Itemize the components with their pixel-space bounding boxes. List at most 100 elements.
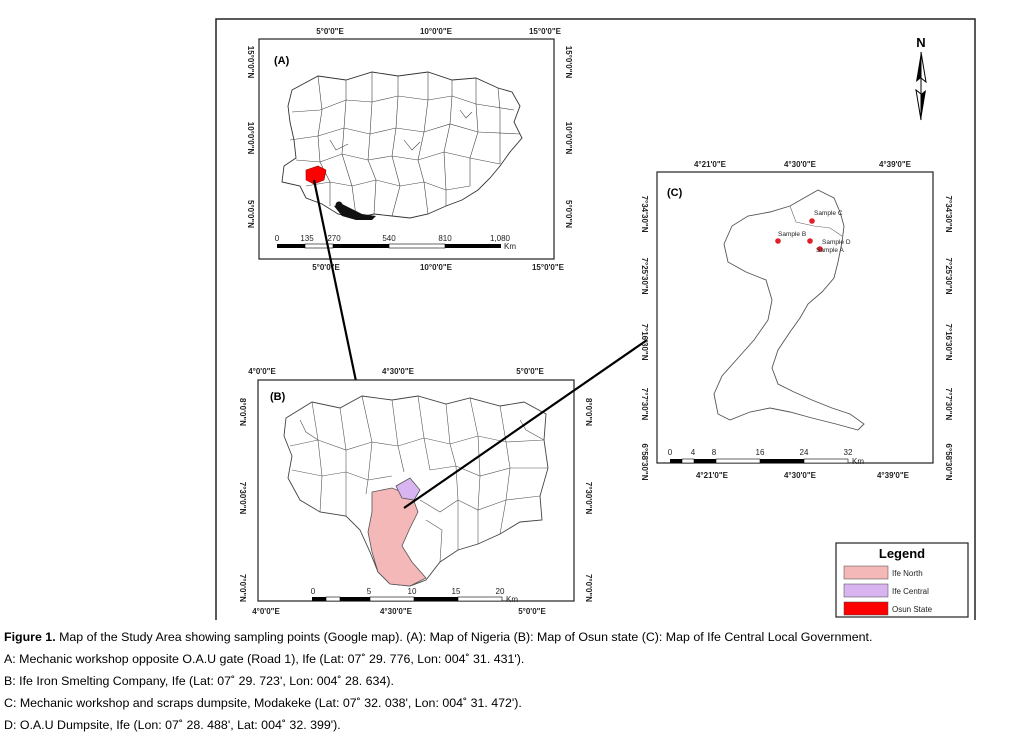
sample-label: Sample B (778, 231, 806, 238)
panel-a-top-tick: 5°0'0"E (316, 27, 344, 36)
panel-a-scale-unit: Km (504, 242, 516, 251)
panel-b-bottom-tick: 4°0'0"E (252, 607, 280, 616)
figure-caption: Figure 1. Map of the Study Area showing … (4, 626, 1026, 736)
niger-delta-coast (334, 204, 376, 220)
panel-b-scale-unit: Km (506, 595, 518, 604)
figure-number: Figure 1. (4, 630, 56, 644)
panel-a-right-tick: 10°0'0"N (564, 122, 573, 155)
panel-b-scale-number: 15 (452, 587, 461, 596)
legend-swatch (843, 583, 889, 598)
panel-b-left-tick: 8°0'0"N (238, 398, 247, 426)
caption-sample-b: B: Ife Iron Smelting Company, Ife (Lat: … (4, 674, 394, 688)
ife-central-region (395, 477, 421, 501)
panel-b-right-tick: 8°0'0"N (584, 398, 593, 426)
panel-c-left-tick: 7°7'30"N (640, 388, 649, 421)
legend-label: Ife North (892, 569, 923, 578)
panel-a-scale-number: 0 (275, 234, 280, 243)
sample-label: Sample C (814, 210, 843, 217)
sample-point-a: Sample A (816, 246, 844, 254)
panel-c-ife-central-map: (C) 4°21'0"E 4°30'0"E 4°39'0"E 4°21'0"E … (640, 160, 953, 481)
sample-marker (775, 238, 781, 244)
map-legend: Legend Ife North Ife Central Osun State (835, 542, 969, 618)
sample-marker (809, 218, 815, 224)
panel-a-label: (A) (274, 55, 290, 67)
panel-b-left-tick: 7°0'0"N (238, 574, 247, 602)
panel-b-scale-number: 20 (496, 587, 505, 596)
panel-a-left-tick: 10°0'0"N (246, 122, 255, 155)
panel-c-bottom-tick: 4°21'0"E (696, 471, 729, 480)
caption-sample-c: C: Mechanic workshop and scraps dumpsite… (4, 696, 522, 710)
panel-c-scale-bar (670, 458, 849, 464)
sample-marker (807, 238, 813, 244)
figure-description: Map of the Study Area showing sampling p… (55, 630, 873, 644)
panel-a-right-tick: 15°0'0"N (564, 46, 573, 79)
osun-state-highlight (305, 165, 327, 185)
legend-label: Ife Central (892, 587, 929, 596)
sample-label: Sample A (816, 247, 844, 254)
sample-point-b: Sample B (775, 231, 806, 244)
study-area-map-figure: N (A) 5°0'0"E 10°0'0"E 15°0'0"E 5°0'0"E … (215, 18, 976, 620)
panel-a-scale-number: 810 (438, 234, 452, 243)
panel-c-scale-number: 16 (756, 448, 765, 457)
panel-c-label: (C) (667, 187, 683, 199)
panel-c-left-tick: 6°58'30"N (640, 444, 649, 481)
panel-b-top-tick: 4°0'0"E (248, 367, 276, 376)
caption-sample-d: D: O.A.U Dumpsite, Ife (Lon: 07˚ 28. 488… (4, 718, 341, 732)
panel-a-scale-number: 135 (300, 234, 314, 243)
panel-a-left-tick: 5°0'0"N (246, 200, 255, 228)
panel-b-scale-number: 5 (367, 587, 372, 596)
legend-item-ife-north: Ife North (843, 565, 923, 580)
panel-c-right-tick: 7°16'30"N (944, 324, 953, 361)
panel-c-top-tick: 4°39'0"E (879, 160, 912, 169)
panel-a-scale-number: 540 (382, 234, 396, 243)
legend-item-osun-state: Osun State (843, 601, 933, 616)
sample-marker (817, 246, 823, 252)
panel-a-nigeria-map: (A) 5°0'0"E 10°0'0"E 15°0'0"E 5°0'0"E 10… (246, 27, 573, 272)
panel-c-scale-number: 24 (800, 448, 809, 457)
panel-b-top-tick: 5°0'0"E (516, 367, 544, 376)
osun-lga-borders (289, 395, 548, 563)
north-arrow-icon: N (915, 35, 927, 121)
panel-c-scale-number: 8 (712, 448, 717, 457)
legend-item-ife-central: Ife Central (843, 583, 929, 598)
caption-sample-a: A: Mechanic workshop opposite O.A.U gate… (4, 652, 525, 666)
panel-b-scale-bar (312, 596, 503, 602)
panel-a-scale-number: 1,080 (490, 234, 511, 243)
panel-b-osun-map: (B) 4°0'0"E 4°30'0"E 5°0'0"E 4°0'0"E 4°3… (238, 367, 593, 616)
panel-c-right-tick: 7°34'30"N (944, 196, 953, 233)
lagos-dot (335, 201, 343, 209)
panel-a-scale-bar (277, 243, 501, 249)
panel-c-left-tick: 7°34'30"N (640, 196, 649, 233)
legend-title: Legend (879, 546, 925, 561)
panel-c-scale-number: 32 (844, 448, 853, 457)
panel-b-right-tick: 7°30'0"N (584, 482, 593, 515)
connector-b-to-c (403, 339, 648, 509)
panel-c-right-tick: 7°7'30"N (944, 388, 953, 421)
panel-a-bottom-tick: 5°0'0"E (312, 263, 340, 272)
panel-c-left-tick: 7°16'30"N (640, 324, 649, 361)
panel-c-scale-number: 0 (668, 448, 673, 457)
panel-c-right-tick: 7°25'30"N (944, 258, 953, 295)
sample-label: Sample D (822, 239, 851, 246)
sample-point-d: Sample D (807, 238, 851, 246)
panel-a-left-tick: 15°0'0"N (246, 46, 255, 79)
panel-b-scale-number: 10 (408, 587, 417, 596)
panel-b-label: (B) (270, 391, 286, 403)
panel-a-scale-number: 270 (327, 234, 341, 243)
panel-b-scale-number: 0 (311, 587, 316, 596)
panel-c-scale-unit: Km (852, 457, 864, 466)
panel-c-left-tick: 7°25'30"N (640, 258, 649, 295)
legend-label: Osun State (892, 605, 933, 614)
panel-c-bottom-tick: 4°39'0"E (877, 471, 910, 480)
panel-a-bottom-tick: 10°0'0"E (420, 263, 453, 272)
legend-swatch (843, 565, 889, 580)
north-label: N (916, 35, 925, 50)
ife-central-outline (713, 189, 865, 431)
nigeria-state-borders (289, 72, 521, 217)
panel-c-bottom-tick: 4°30'0"E (784, 471, 817, 480)
sample-point-c: Sample C (809, 210, 843, 224)
panel-b-bottom-tick: 4°30'0"E (380, 607, 413, 616)
panel-c-scale-number: 4 (691, 448, 696, 457)
panel-c-top-tick: 4°21'0"E (694, 160, 727, 169)
panel-a-bottom-tick: 15°0'0"E (532, 263, 565, 272)
